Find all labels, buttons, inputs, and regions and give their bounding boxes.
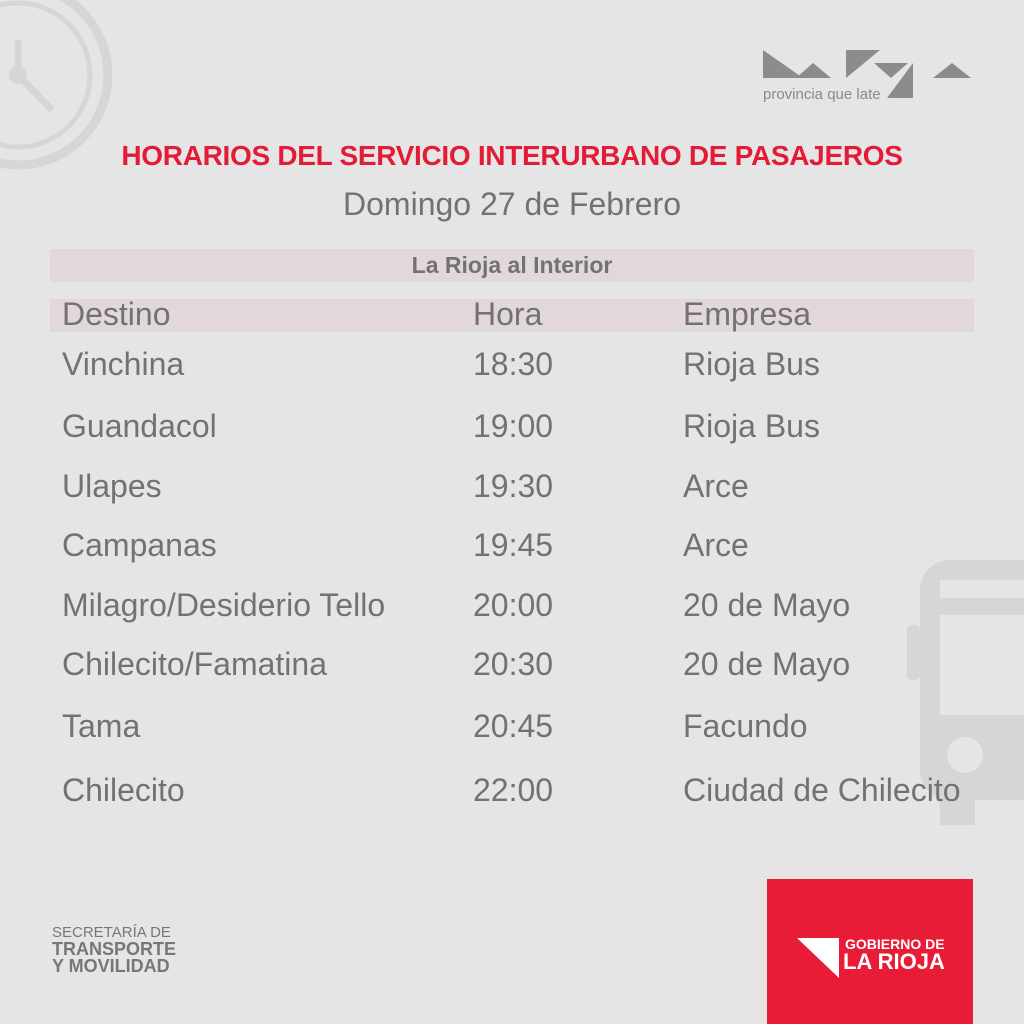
column-header-empresa: Empresa [683, 296, 812, 332]
hora-cell: 20:45 [473, 708, 554, 744]
clock-icon [0, 0, 112, 170]
empresa-cell: 20 de Mayo [683, 646, 851, 682]
column-header-destino: Destino [62, 296, 171, 332]
hora-cell: 20:30 [473, 646, 554, 682]
empresa-cell: 20 de Mayo [683, 587, 851, 623]
destino-cell: Chilecito/Famatina [62, 646, 327, 682]
destino-cell: Guandacol [62, 408, 217, 444]
gov-line2: LA RIOJA [843, 949, 945, 974]
secretaria-logo: SECRETARÍA DE TRANSPORTE Y MOVILIDAD [52, 924, 176, 975]
empresa-cell: Arce [683, 468, 749, 504]
hora-cell: 19:45 [473, 527, 554, 563]
destino-cell: Tama [62, 708, 141, 744]
table-header-band [50, 299, 974, 332]
destino-cell: Campanas [62, 527, 217, 563]
gobierno-triangle-icon [797, 938, 839, 978]
page-title: HORARIOS DEL SERVICIO INTERURBANO DE PAS… [121, 140, 903, 171]
column-header-hora: Hora [473, 296, 543, 332]
secretaria-line2: TRANSPORTE [52, 939, 177, 959]
hora-cell: 22:00 [473, 772, 554, 808]
empresa-cell: Rioja Bus [683, 408, 820, 444]
hora-cell: 20:00 [473, 587, 554, 623]
destino-cell: Chilecito [62, 772, 185, 808]
date-subtitle: Domingo 27 de Febrero [343, 186, 681, 222]
empresa-cell: Rioja Bus [683, 346, 820, 382]
bus-icon [907, 560, 1024, 825]
gov-line1: GOBIERNO DE [845, 936, 945, 952]
destino-cell: Vinchina [62, 346, 185, 382]
brand-tagline: provincia que late [763, 86, 881, 103]
hora-cell: 19:00 [473, 408, 554, 444]
la-rioja-brand-logo [763, 50, 971, 98]
secretaria-line3: Y MOVILIDAD [52, 956, 170, 976]
empresa-cell: Ciudad de Chilecito [683, 772, 961, 808]
hora-cell: 18:30 [473, 346, 554, 382]
hora-cell: 19:30 [473, 468, 554, 504]
destino-cell: Ulapes [62, 468, 162, 504]
gobierno-logo: GOBIERNO DE LA RIOJA [767, 879, 973, 1024]
destino-cell: Milagro/Desiderio Tello [62, 587, 386, 623]
empresa-cell: Arce [683, 527, 749, 563]
empresa-cell: Facundo [683, 708, 808, 744]
secretaria-line1: SECRETARÍA DE [52, 924, 171, 941]
section-header: La Rioja al Interior [50, 249, 974, 282]
